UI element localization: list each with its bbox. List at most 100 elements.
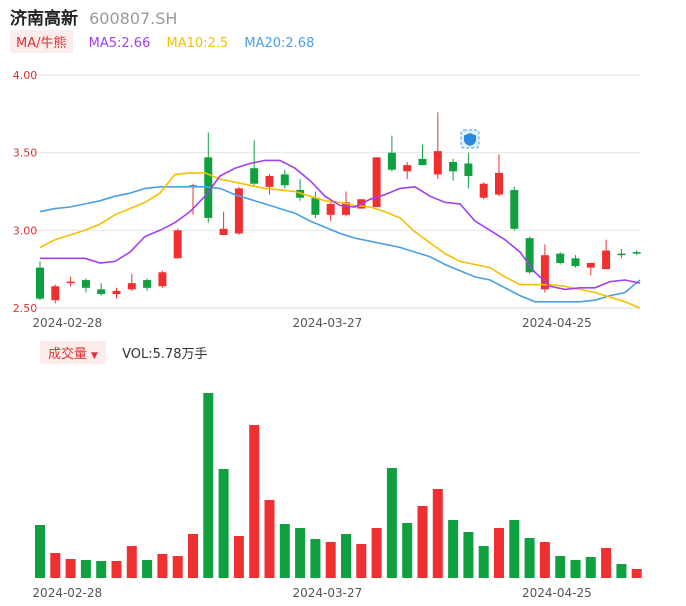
volume-x-tick-label: 2024-02-28 (32, 586, 102, 600)
candlestick (479, 182, 488, 200)
volume-indicator-dropdown[interactable]: 成交量 ▼ (40, 341, 106, 364)
candle-body (219, 228, 228, 235)
volume-bar (524, 538, 535, 578)
candlestick (464, 152, 473, 189)
candle-body (250, 168, 259, 184)
candlestick (51, 284, 60, 304)
stock-name: 济南高新 (10, 9, 78, 29)
candle-body (617, 253, 626, 256)
volume-bar (233, 536, 244, 578)
volume-bar (570, 560, 581, 578)
candle-body (280, 174, 289, 186)
candle-body (326, 203, 335, 215)
volume-bar (157, 554, 168, 578)
candlestick (280, 169, 289, 189)
candle-body (418, 158, 427, 166)
candle-body (342, 202, 350, 215)
price-y-tick-label: 4.00 (13, 69, 38, 82)
candle-body (158, 272, 167, 287)
volume-bar (341, 534, 351, 578)
caret-down-icon: ▼ (91, 351, 98, 361)
candle-body (127, 283, 136, 290)
ma-legend: MA/牛熊 MA5:2.66 MA10:2.5 MA20:2.68 (10, 30, 314, 54)
candle-body (510, 189, 519, 229)
volume-bar (463, 532, 474, 578)
candlestick (403, 161, 412, 180)
volume-bar (417, 506, 428, 578)
volume-bar (402, 523, 413, 578)
price-x-tick-label: 2024-02-28 (32, 316, 102, 330)
candle-body (602, 250, 611, 270)
ma10-line (39, 172, 641, 309)
candlestick (510, 186, 519, 231)
candle-body (234, 188, 243, 234)
candle-body (479, 183, 488, 198)
volume-bar (126, 546, 137, 578)
candle-body (433, 151, 442, 175)
candle-body (586, 262, 595, 268)
volume-x-tick-label: 2024-04-25 (522, 586, 592, 600)
volume-bar (478, 546, 489, 578)
marker-shield (464, 133, 476, 146)
candle-body (387, 152, 396, 170)
candlestick (387, 135, 396, 172)
candle-body (464, 163, 473, 176)
candlestick (219, 211, 228, 235)
candle-body (372, 157, 381, 208)
candlestick (586, 262, 595, 276)
volume-bar (356, 544, 367, 578)
volume-bar (111, 561, 122, 578)
volume-value: VOL:5.78万手 (122, 347, 208, 362)
candle-body (525, 238, 534, 273)
volume-bar (188, 534, 198, 578)
volume-bar (96, 561, 107, 578)
volume-bar (35, 525, 45, 578)
candle-body (173, 230, 182, 259)
candlestick (326, 200, 335, 222)
volume-indicator-label: 成交量 (48, 347, 88, 362)
candlestick (571, 255, 580, 268)
candlestick (311, 191, 320, 218)
candlestick (127, 273, 136, 291)
candle-body (112, 290, 121, 295)
ma5-legend: MA5:2.66 (88, 36, 151, 51)
ma-indicator-tag[interactable]: MA/牛熊 (10, 30, 73, 53)
volume-x-tick-label: 2024-03-27 (293, 586, 363, 600)
price-y-tick-label: 3.50 (13, 147, 38, 160)
ma5-line (40, 159, 641, 291)
volume-bar (203, 393, 214, 578)
candle-body (403, 165, 412, 172)
candlestick (97, 283, 106, 296)
volume-bar (631, 569, 642, 578)
volume-bar (585, 557, 596, 578)
volume-bar (172, 556, 183, 578)
candlestick (66, 276, 75, 287)
volume-bar (80, 560, 91, 578)
candle-body (97, 289, 106, 295)
ma20-legend: MA20:2.68 (244, 36, 315, 51)
candle-body (66, 281, 75, 284)
volume-bar (65, 559, 76, 578)
candlestick (143, 278, 152, 291)
candlestick (602, 239, 611, 270)
candle-body (51, 286, 60, 301)
volume-bar (371, 528, 382, 578)
candlestick (372, 157, 381, 208)
candle-body (495, 172, 503, 195)
volume-bar (448, 520, 459, 578)
candlestick (525, 236, 534, 274)
candle-body (556, 253, 565, 263)
candle-body (189, 185, 197, 187)
shield-marker-icon (460, 129, 480, 149)
stock-code: 600807.SH (89, 9, 178, 28)
candle-body (449, 161, 458, 172)
candle-body (265, 175, 274, 187)
candlestick (418, 144, 427, 166)
candlestick (617, 248, 626, 259)
candle-body (540, 255, 549, 290)
candle-body (81, 280, 90, 288)
candle-body (36, 267, 44, 299)
candlestick (81, 278, 90, 293)
